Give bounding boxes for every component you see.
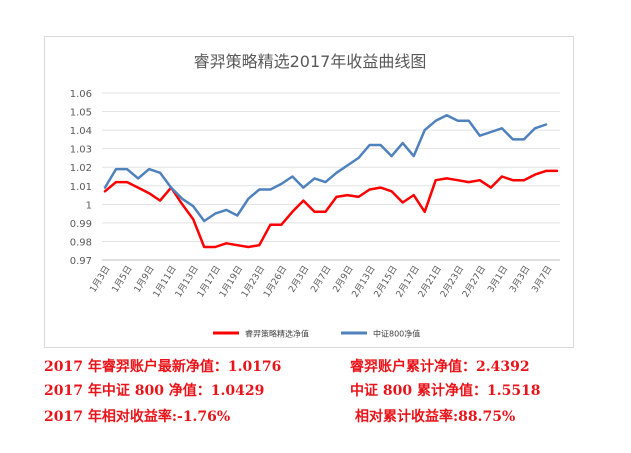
x-tick-label: 1月9日 [132, 264, 157, 295]
x-tick-label: 3月1日 [485, 264, 510, 295]
y-tick-label: 1.01 [70, 182, 92, 193]
legend-label-1: 中证800净值 [373, 329, 420, 339]
chart-title: 睿羿策略精选2017年收益曲线图 [194, 52, 427, 71]
stat-relative-return: 2017 年相对收益率:-1.76% [44, 409, 231, 425]
x-tick-label: 3月3日 [508, 264, 533, 295]
y-tick-label: 0.99 [70, 219, 92, 230]
x-tick-label: 1月3日 [88, 264, 113, 295]
x-tick-label: 1月5日 [110, 264, 135, 295]
y-tick-label: 1.06 [70, 89, 92, 100]
x-tick-label: 2月9日 [331, 264, 356, 295]
y-tick-label: 1.03 [70, 145, 92, 156]
series-line-0 [103, 169, 559, 249]
y-tick-label: 0.98 [70, 237, 92, 248]
legend-label-0: 睿羿策略精选净值 [245, 329, 309, 339]
stat-csi800-cumulative-nav: 中证 800 累计净值：1.5518 [350, 383, 541, 399]
x-tick-label: 2月7日 [309, 264, 334, 295]
stat-csi800-nav: 2017 年中证 800 净值：1.0429 [44, 383, 265, 399]
series-line-1 [103, 114, 548, 223]
x-tick-label: 2月3日 [287, 264, 312, 295]
y-tick-label: 1 [86, 200, 92, 211]
y-tick-label: 1.04 [70, 126, 92, 137]
y-tick-label: 1.02 [70, 163, 92, 174]
stat-cumulative-nav: 睿羿账户累计净值：2.4392 [350, 359, 530, 375]
stat-relative-cumulative-return: 相对累计收益率:88.75% [355, 409, 516, 425]
x-tick-label: 3月7日 [530, 264, 555, 295]
line-chart: 睿羿策略精选2017年收益曲线图 0.97 0.98 0.99 1 1.01 1.02 1.… [70, 52, 560, 339]
y-tick-label: 1.05 [70, 108, 92, 119]
stat-latest-nav: 2017 年睿羿账户最新净值：1.0176 [44, 359, 282, 375]
chart-frame: 睿羿策略精选2017年收益曲线图 0.97 0.98 0.99 1 1.01 1.02 1.… [44, 36, 574, 348]
y-tick-label: 0.97 [70, 256, 92, 267]
